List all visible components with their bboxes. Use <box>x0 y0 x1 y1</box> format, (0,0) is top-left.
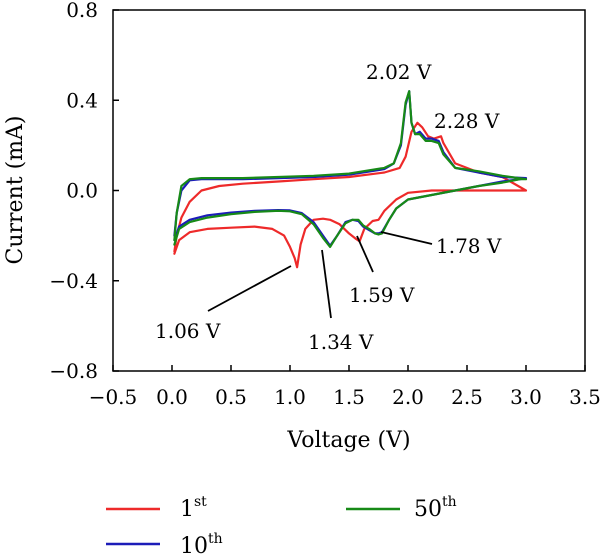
leader-line-1-78v <box>380 231 433 245</box>
x-tick-label: 3.0 <box>510 385 542 409</box>
annotation-1-06v: 1.06 V <box>155 319 221 343</box>
y-tick-label: 0.8 <box>66 0 98 22</box>
y-axis-title: Current (mA) <box>3 116 28 265</box>
legend-label-1st: 1st <box>180 494 207 522</box>
annotation-1-34v: 1.34 V <box>308 330 374 354</box>
legend-label-10th-base: 10 <box>180 534 208 556</box>
legend-label-10th: 10th <box>180 531 223 556</box>
y-axis-ticks: 0.8 0.4 0.0 −0.4 −0.8 <box>49 0 119 383</box>
series-line-50th <box>173 90 528 248</box>
leader-line-1-06v <box>207 265 292 312</box>
y-tick-label: −0.8 <box>49 359 98 383</box>
y-tick-label: −0.4 <box>49 269 98 293</box>
legend-label-10th-sup: th <box>208 531 223 547</box>
x-tick-label: 1.0 <box>274 385 306 409</box>
annotation-2-28v: 2.28 V <box>434 109 500 133</box>
annotation-1-59v: 1.59 V <box>349 283 415 307</box>
legend-label-50th: 50th <box>414 494 457 522</box>
legend-label-50th-sup: th <box>442 494 457 510</box>
leader-line-1-34v <box>321 249 332 319</box>
legend-label-1st-sup: st <box>194 494 207 510</box>
x-tick-label: −0.5 <box>89 385 138 409</box>
legend-label-50th-base: 50 <box>414 497 442 522</box>
x-tick-label: 3.5 <box>569 385 600 409</box>
y-tick-label: 0.0 <box>66 179 98 203</box>
x-tick-label: 0.5 <box>215 385 247 409</box>
x-tick-label: 0.0 <box>156 385 188 409</box>
x-axis-ticks: −0.5 0.0 0.5 1.0 1.5 2.0 2.5 3.0 3.5 <box>89 365 600 409</box>
series-layer <box>173 90 528 269</box>
x-axis-title: Voltage (V) <box>286 428 410 453</box>
series-line-1st <box>173 121 528 269</box>
annotation-2-02v: 2.02 V <box>366 60 432 84</box>
leader-line-1-59v <box>356 235 374 273</box>
legend-label-1st-base: 1 <box>180 497 194 522</box>
x-tick-label: 2.5 <box>451 385 483 409</box>
annotation-1-78v: 1.78 V <box>436 234 502 258</box>
x-tick-label: 1.5 <box>333 385 365 409</box>
y-tick-label: 0.4 <box>66 88 98 112</box>
x-tick-label: 2.0 <box>392 385 424 409</box>
